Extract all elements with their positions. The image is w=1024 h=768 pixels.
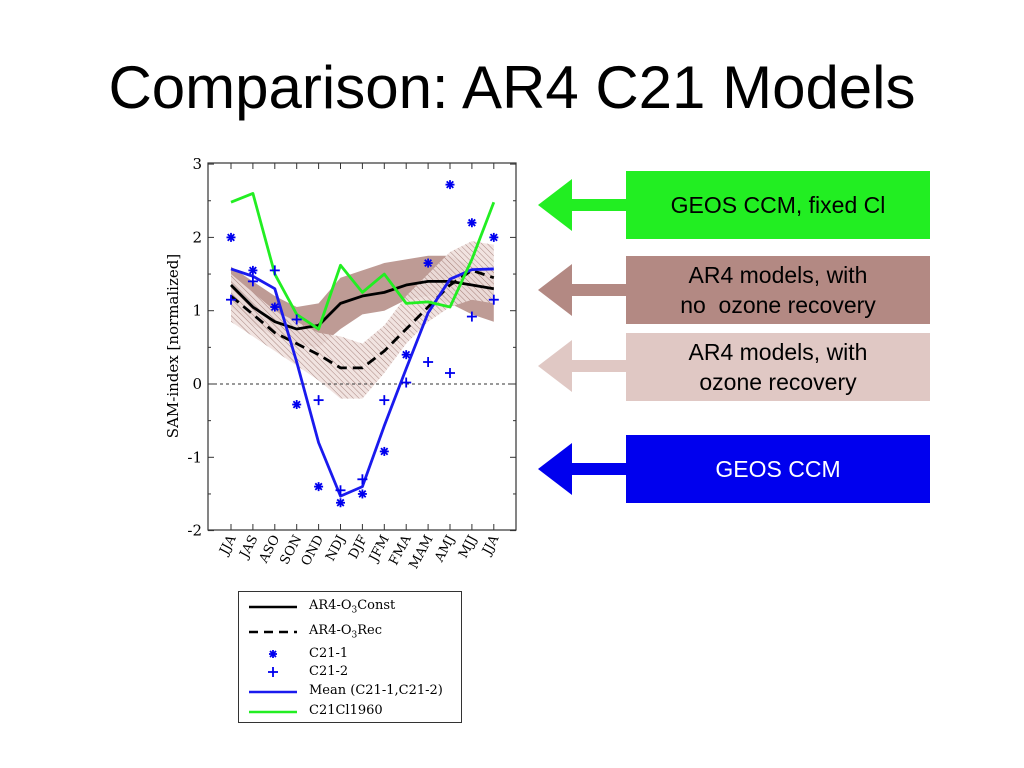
legend-label: AR4-O xyxy=(309,598,352,613)
data-point-c21-1 xyxy=(336,498,345,508)
data-point-c21-1 xyxy=(357,489,367,499)
y-tick-label: 2 xyxy=(192,228,202,246)
callout-line-1: GEOS CCM, fixed Cl xyxy=(670,192,886,218)
data-point-c21-2 xyxy=(488,294,499,305)
legend-item-c21-1: C21-1 xyxy=(239,645,463,663)
data-point-c21-1 xyxy=(270,302,280,312)
data-point-c21-1 xyxy=(423,258,433,268)
legend-label: C21Cl1960 xyxy=(309,703,383,718)
data-point-c21-2 xyxy=(379,395,390,406)
y-tick-label: 0 xyxy=(192,375,202,393)
data-point-c21-2 xyxy=(335,485,346,496)
slide-title: Comparison: AR4 C21 Models xyxy=(108,54,916,121)
data-point-c21-1 xyxy=(401,350,411,360)
x-tick-label: AMJ xyxy=(432,533,459,566)
series-line-ar4-o3rec xyxy=(230,268,495,370)
chart-legend: AR4-O3Const AR4-O3Rec C21-1 C21-2 Mean (… xyxy=(238,591,462,723)
legend-label: AR4-O xyxy=(309,623,352,638)
legend-item-c21cl1960: C21Cl1960 xyxy=(239,702,463,720)
legend-plus-marker xyxy=(268,667,278,677)
legend-item-ar4-o3rec: AR4-O3Rec xyxy=(239,622,463,641)
data-point-c21-2 xyxy=(269,265,280,276)
data-point-c21-2 xyxy=(313,395,324,406)
x-tick-label: JJA xyxy=(479,532,503,559)
arrow-geos-ccm xyxy=(538,443,628,495)
data-point-c21-1 xyxy=(489,232,499,242)
data-point-c21-1 xyxy=(248,265,258,275)
callout-geos-ccm-fixed-cl: GEOS CCM, fixed Cl xyxy=(626,171,930,239)
callout-line-1: AR4 models, with xyxy=(688,339,868,365)
callout-ar4-ozone-recovery: AR4 models, with ozone recovery xyxy=(626,333,930,401)
legend-label-sub: 3 xyxy=(351,605,358,616)
y-tick-label: -2 xyxy=(187,522,202,540)
data-point-c21-1 xyxy=(314,482,324,492)
arrow-geos-ccm-fixed-cl xyxy=(538,179,628,231)
data-point-c21-2 xyxy=(357,474,368,485)
legend-label-post: Rec xyxy=(357,623,382,638)
x-tick-label: JJA xyxy=(216,532,240,559)
legend-item-c21-2: C21-2 xyxy=(239,663,463,681)
series-line-mean-c21-1-c21-2 xyxy=(230,267,494,498)
legend-asterisk-marker xyxy=(269,650,277,658)
data-point-c21-1 xyxy=(226,232,236,242)
legend-label: C21-2 xyxy=(309,664,349,679)
callout-line-2: no ozone recovery xyxy=(680,292,876,318)
callout-ar4-no-ozone-recovery: AR4 models, with no ozone recovery xyxy=(626,256,930,324)
x-tick-label: MJJ xyxy=(456,533,480,561)
data-point-c21-1 xyxy=(467,218,477,228)
x-tick-label: OND xyxy=(299,533,327,569)
x-tick-label: NDJ xyxy=(323,533,349,564)
legend-item-ar4-o3const: AR4-O3Const xyxy=(239,597,463,616)
legend-label: Mean (C21-1,C21-2) xyxy=(309,683,443,698)
data-point-c21-1 xyxy=(379,446,389,456)
legend-label-sub: 3 xyxy=(351,630,358,641)
data-point-c21-2 xyxy=(423,357,434,368)
callout-line-1: AR4 models, with xyxy=(688,262,868,288)
arrow-ar4-ozone-recovery xyxy=(538,340,628,392)
legend-label: C21-1 xyxy=(309,646,349,661)
legend-solid-green-line xyxy=(249,710,297,714)
arrow-ar4-no-ozone-recovery xyxy=(538,264,628,316)
data-point-c21-2 xyxy=(291,314,302,325)
data-point-c21-2 xyxy=(466,311,477,322)
y-tick-label: 1 xyxy=(192,302,202,320)
y-tick-label: 3 xyxy=(192,155,202,173)
callout-line-2: ozone recovery xyxy=(699,369,857,395)
y-tick-label: -1 xyxy=(187,448,202,466)
data-point-c21-1 xyxy=(445,180,455,190)
legend-solid-black-line xyxy=(249,605,297,609)
data-point-c21-1 xyxy=(292,400,302,410)
data-point-c21-2 xyxy=(226,294,236,305)
legend-label-post: Const xyxy=(357,598,396,613)
data-point-c21-2 xyxy=(401,377,412,388)
y-axis-label: SAM-index [normalized] xyxy=(164,254,182,438)
data-point-c21-2 xyxy=(445,368,455,379)
legend-solid-blue-line xyxy=(249,690,297,694)
legend-item-mean: Mean (C21-1,C21-2) xyxy=(239,682,463,700)
callout-geos-ccm: GEOS CCM xyxy=(626,435,930,503)
data-point-c21-2 xyxy=(247,276,258,287)
callout-line-1: GEOS CCM xyxy=(715,456,841,482)
legend-dashed-black-line xyxy=(249,630,297,634)
